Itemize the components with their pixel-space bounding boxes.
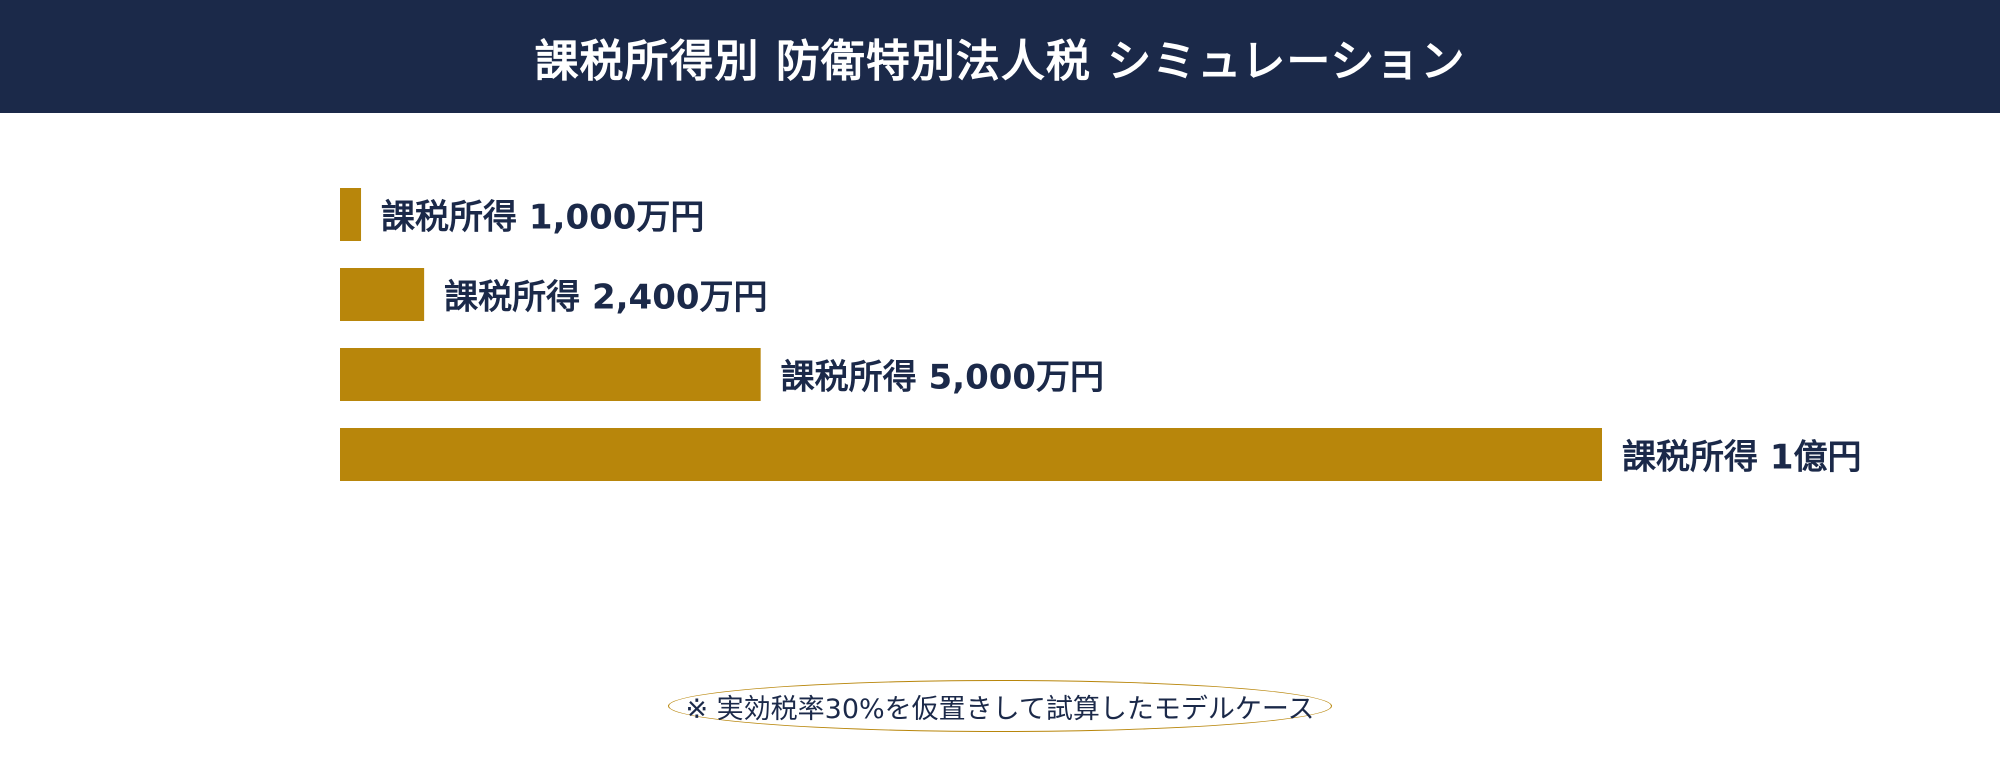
bar-label-4: 課税所得 1億円 <box>1622 438 1862 478</box>
footnote: ※ 実効税率30%を仮置きして試算したモデルケース <box>668 680 1332 732</box>
bar-label-3: 課税所得 5,000万円 <box>781 358 1104 398</box>
bar-label-1: 課税所得 1,000万円 <box>381 198 704 238</box>
footnote-area: ※ 実効税率30%を仮置きして試算したモデルケース <box>0 680 2000 734</box>
bar-1 <box>340 188 362 241</box>
chart-header: 課税所得別 防衛特別法人税 シミュレーション <box>0 0 2000 113</box>
bar-2 <box>340 268 425 321</box>
bar-4 <box>340 428 1602 481</box>
bar-label-2: 課税所得 2,400万円 <box>444 278 767 318</box>
chart-title: 課税所得別 防衛特別法人税 シミュレーション <box>534 35 1466 87</box>
bar-3 <box>340 348 761 401</box>
footnote-text: ※ 実効税率30%を仮置きして試算したモデルケース <box>685 693 1315 725</box>
